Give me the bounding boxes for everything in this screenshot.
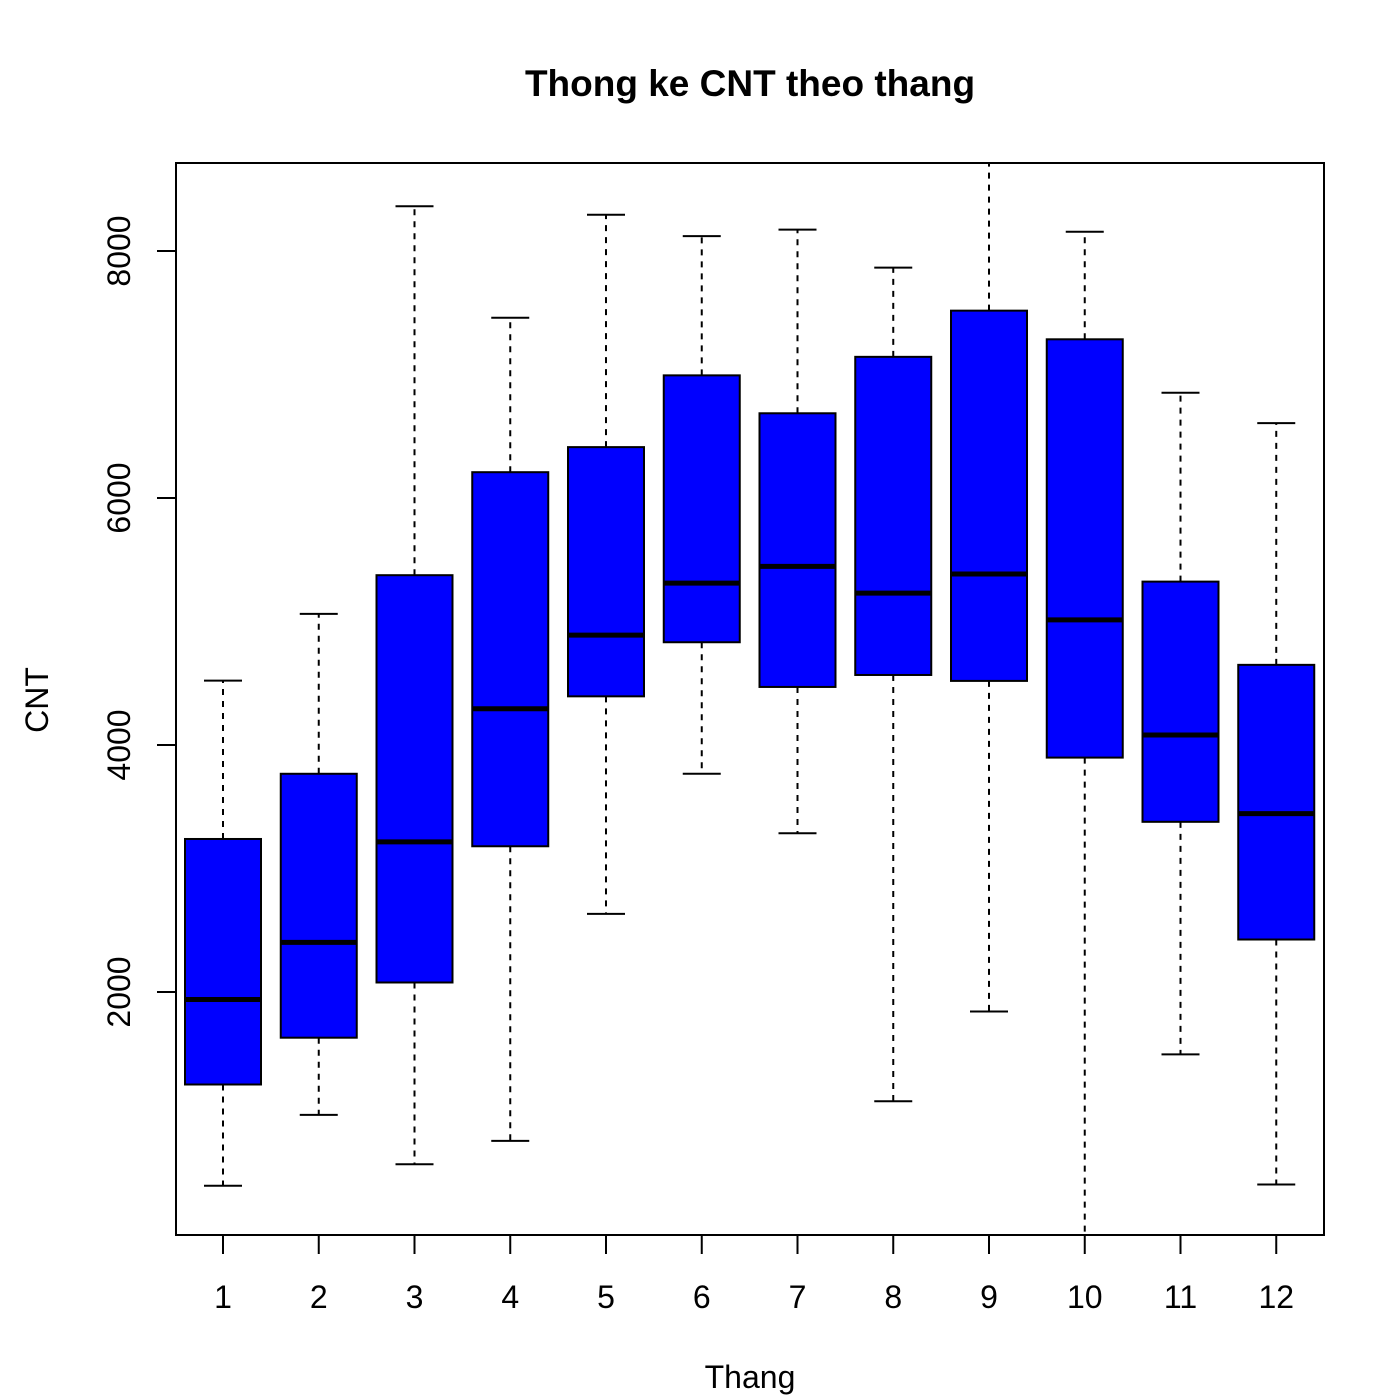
x-tick-label: 5 <box>597 1279 615 1315</box>
box-month-3 <box>375 205 454 1166</box>
box-iqr <box>662 374 741 644</box>
box-iqr <box>1237 663 1316 941</box>
y-tick-label: 6000 <box>101 462 137 533</box>
box-month-1 <box>184 679 262 1187</box>
box-month-8 <box>854 266 933 1103</box>
x-tick-label: 3 <box>406 1279 424 1315</box>
x-tick-label: 6 <box>693 1279 711 1315</box>
box-month-5 <box>567 213 645 915</box>
x-tick-label: 8 <box>884 1279 902 1315</box>
box-iqr <box>279 772 358 1039</box>
box-iqr <box>471 471 550 848</box>
y-tick-label: 4000 <box>101 709 137 780</box>
x-axis: 1 2 3 4 5 6 7 8 9 10 11 12 <box>214 1234 1294 1315</box>
x-tick-label: 12 <box>1258 1279 1294 1315</box>
x-tick-label: 1 <box>214 1279 232 1315</box>
x-tick-label: 4 <box>501 1279 519 1315</box>
x-tick-label: 10 <box>1067 1279 1103 1315</box>
box-month-9 <box>950 163 1028 1013</box>
y-axis: 2000 4000 6000 8000 <box>101 215 177 1028</box>
box-iqr <box>950 309 1028 682</box>
y-axis-label: CNT <box>19 667 55 733</box>
box-month-10 <box>1045 230 1124 1235</box>
box-iqr <box>854 355 933 676</box>
box-iqr <box>1045 338 1124 759</box>
chart-title: Thong ke CNT theo thang <box>525 63 975 104</box>
y-tick-label: 8000 <box>101 215 137 286</box>
x-axis-label: Thang <box>705 1359 796 1395</box>
boxes-layer <box>184 163 1316 1235</box>
box-month-2 <box>279 612 358 1116</box>
box-iqr <box>567 446 645 698</box>
box-month-12 <box>1237 422 1316 1186</box>
x-tick-label: 9 <box>980 1279 998 1315</box>
x-tick-label: 11 <box>1164 1279 1197 1315</box>
box-iqr <box>1141 580 1220 823</box>
box-month-6 <box>662 235 741 775</box>
box-month-4 <box>471 316 550 1142</box>
box-month-11 <box>1141 391 1220 1056</box>
box-iqr <box>758 412 837 688</box>
box-month-7 <box>758 228 837 835</box>
box-iqr <box>375 574 454 984</box>
y-tick-label: 2000 <box>101 956 137 1027</box>
x-tick-label: 2 <box>310 1279 328 1315</box>
x-tick-label: 7 <box>789 1279 807 1315</box>
box-iqr <box>184 837 262 1086</box>
